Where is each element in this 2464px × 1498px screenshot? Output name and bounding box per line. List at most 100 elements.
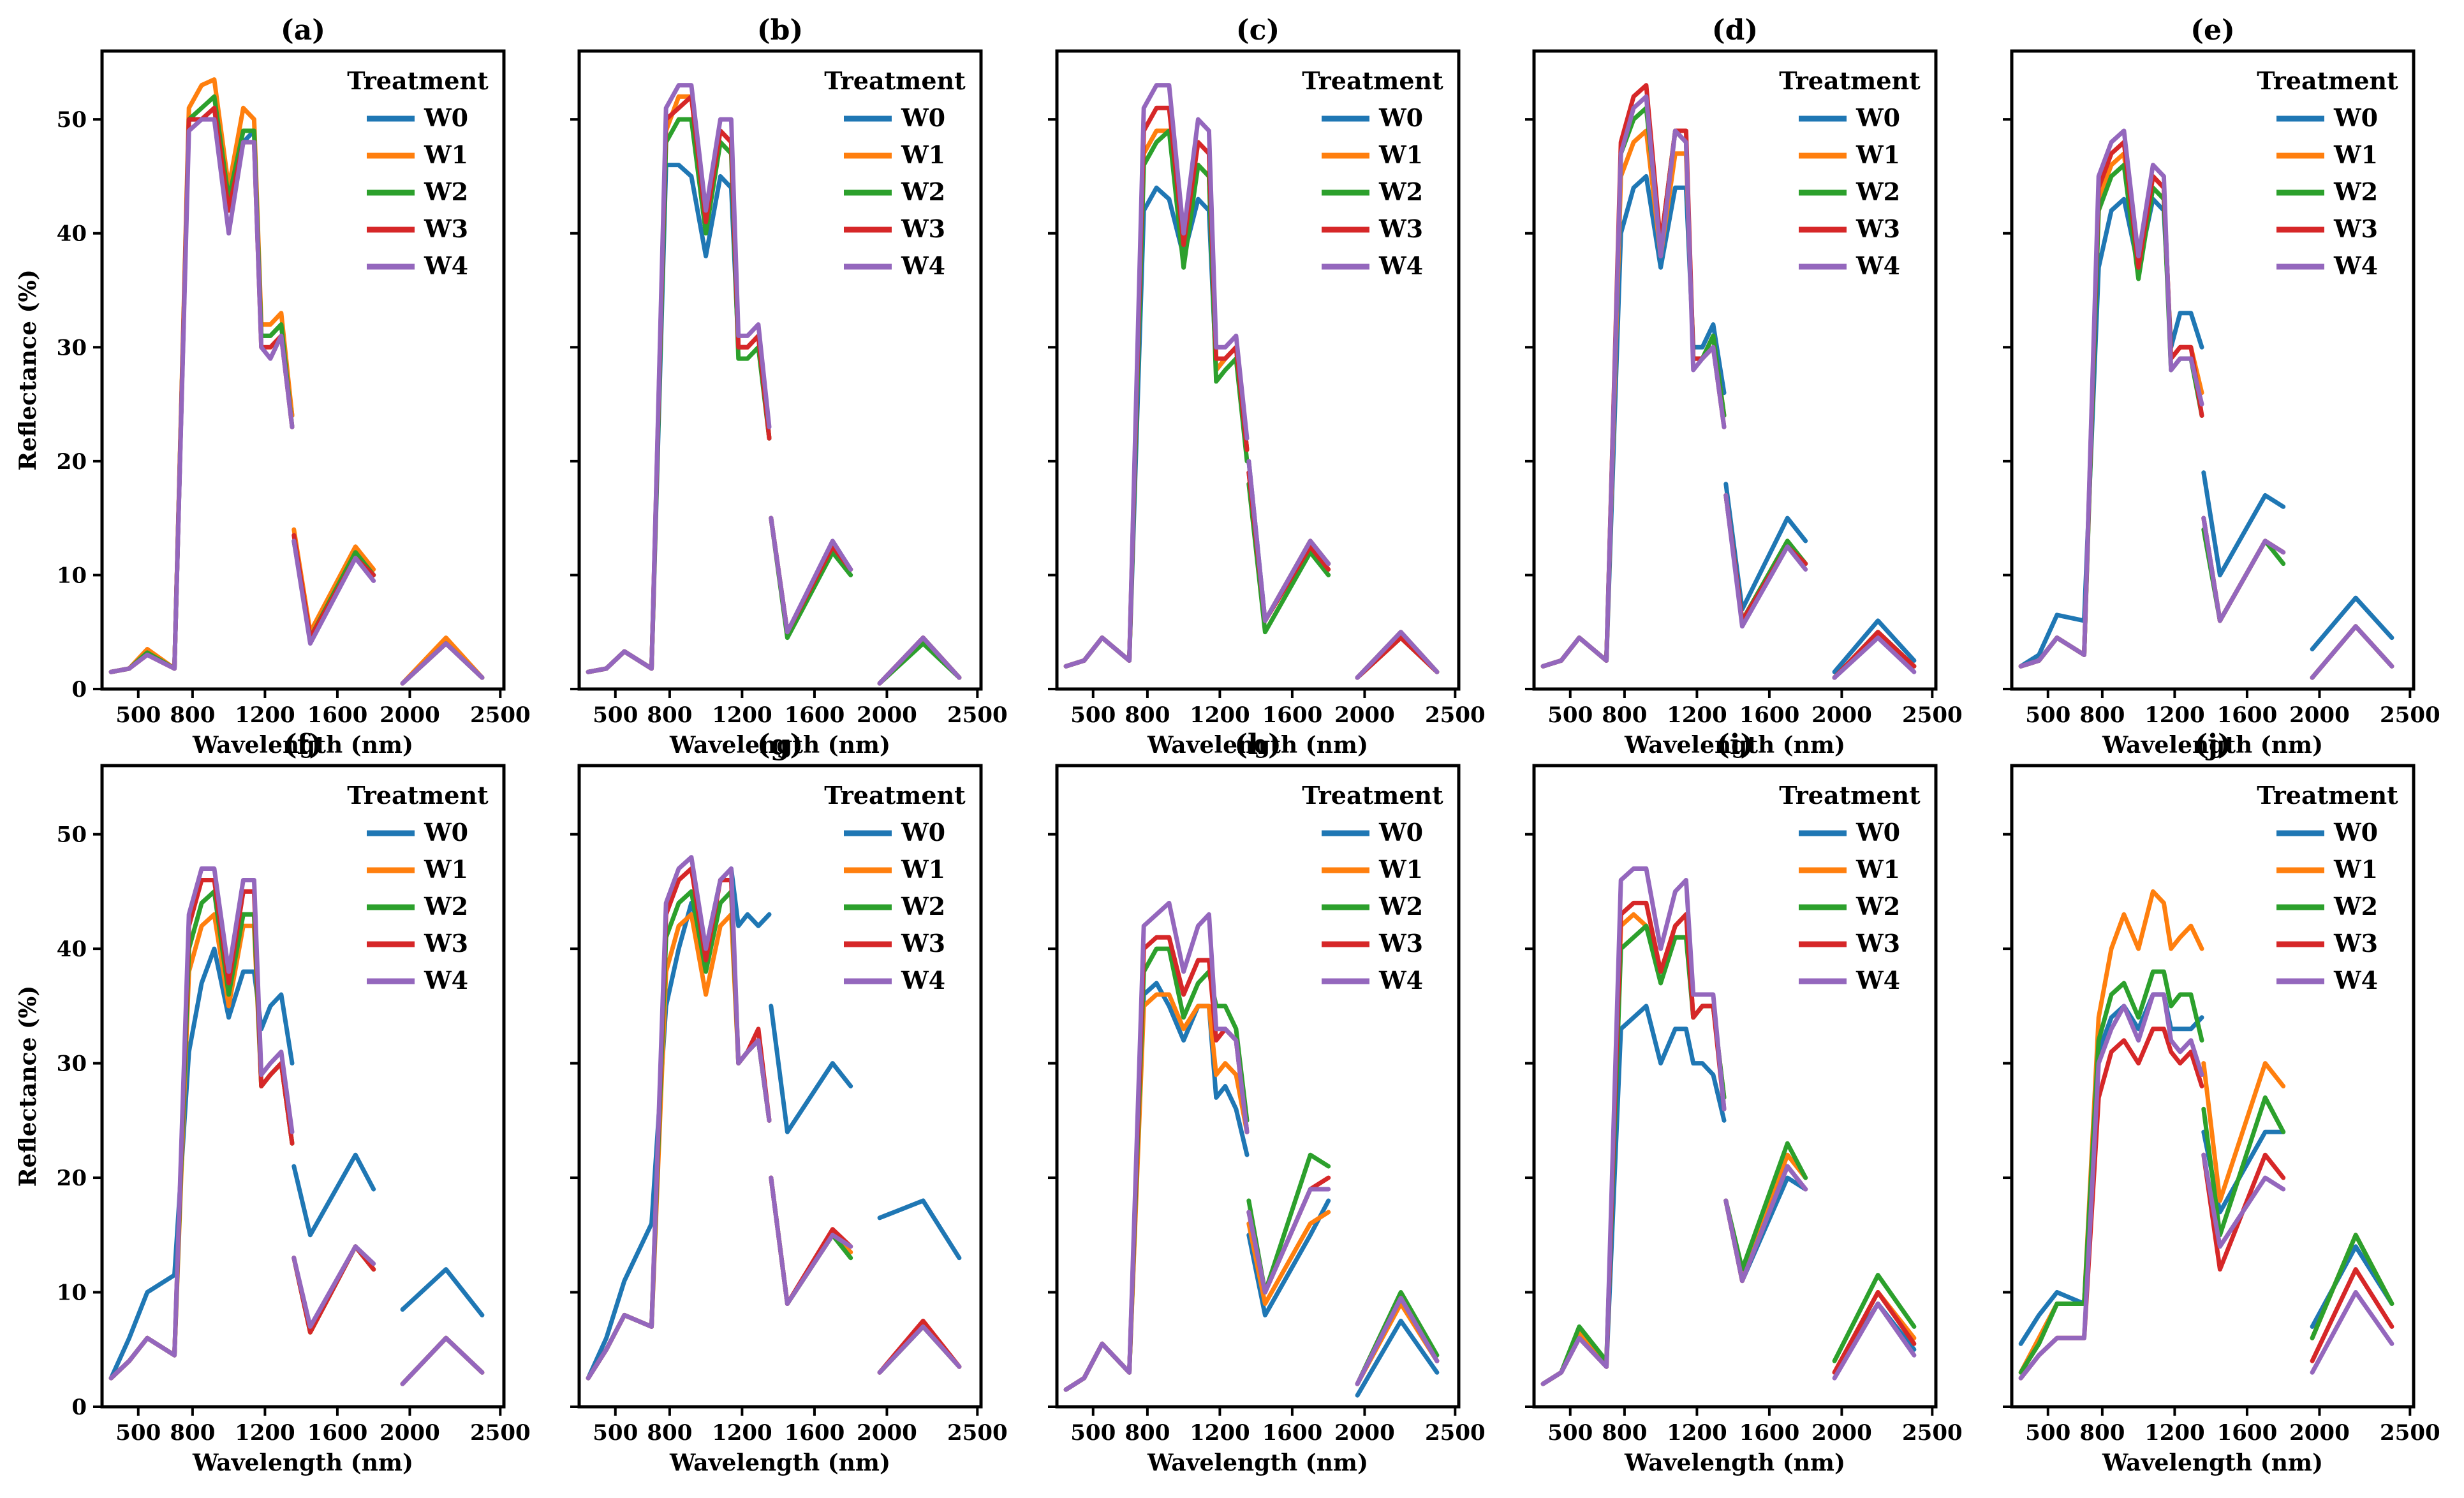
legend-label: W0: [901, 103, 945, 132]
series-line-w3: [586, 94, 772, 674]
x-tick-label: 500: [1070, 1420, 1116, 1446]
series-line-w1: [1540, 128, 1727, 669]
legend: Treatment W0 W1 W2 W3 W4: [824, 781, 966, 995]
y-axis-label: Reflectance (%): [15, 986, 41, 1187]
panel-i: (i) 500 800 1200 1600 2000 2500 Wavelength (nm)…: [1525, 729, 1963, 1476]
legend-label: W2: [1855, 892, 1900, 921]
series-line-w4: [1246, 1187, 1331, 1294]
x-axis-label: Wavelength (nm): [669, 1450, 890, 1476]
x-tick-label: 500: [1547, 1420, 1593, 1446]
legend-label: W1: [1855, 140, 1900, 169]
panel-title: (d): [1712, 14, 1758, 47]
series-line-w4: [2310, 624, 2394, 680]
series-line-w0: [1063, 185, 1250, 669]
x-tick-label: 1600: [2217, 702, 2278, 728]
legend-label: W4: [1378, 251, 1423, 280]
legend-label: W4: [424, 966, 468, 995]
legend: Treatment W0 W1 W2 W3 W4: [1302, 781, 1443, 995]
x-tick-label: 2000: [857, 702, 917, 728]
legend-label: W1: [1378, 855, 1423, 884]
legend-label: W0: [2333, 818, 2378, 847]
series-line-w4: [1540, 94, 1727, 669]
x-tick-label: 800: [1602, 702, 1647, 728]
legend-label: W3: [1378, 929, 1423, 958]
x-tick-label: 500: [2025, 1420, 2070, 1446]
series-line-w2: [586, 117, 772, 674]
series-line-w4: [2310, 1290, 2394, 1375]
x-axis-label: Wavelength (nm): [669, 732, 890, 759]
series-line-w4: [108, 117, 295, 674]
panel-c: (c) 500 800 1200 1600 2000 2500 Wavelength (nm)…: [1048, 14, 1486, 759]
x-tick-label: 1200: [1190, 1420, 1250, 1446]
series-line-w1: [586, 94, 772, 674]
legend-label: W3: [424, 929, 468, 958]
x-tick-label: 800: [2079, 1420, 2125, 1446]
x-tick-label: 500: [593, 702, 638, 728]
x-tick-label: 500: [115, 702, 161, 728]
x-tick-label: 800: [170, 1420, 215, 1446]
legend-label: W0: [424, 103, 468, 132]
series-line-w4: [1540, 866, 1727, 1386]
legend-label: W0: [901, 818, 945, 847]
x-tick-label: 1600: [785, 702, 845, 728]
x-axis-label: Wavelength (nm): [1147, 732, 1368, 759]
series-line-w0: [1355, 1318, 1440, 1398]
legend-label: W1: [424, 855, 468, 884]
x-tick-label: 2000: [857, 1420, 917, 1446]
legend-label: W0: [1855, 818, 1900, 847]
legend-label: W4: [901, 251, 945, 280]
panel-title: (i): [1716, 729, 1753, 761]
x-tick-label: 500: [115, 1420, 161, 1446]
axes-frame: [1055, 764, 1461, 1409]
legend-label: W0: [1378, 103, 1423, 132]
legend-label: W4: [1855, 251, 1900, 280]
series-line-w0: [1832, 618, 1917, 674]
legend: Treatment W0 W1 W2 W3 W4: [1302, 66, 1443, 280]
x-tick-label: 800: [1602, 1420, 1647, 1446]
legend-label: W4: [1378, 966, 1423, 995]
series-line-w4: [877, 635, 962, 686]
x-tick-label: 1200: [235, 702, 295, 728]
series-line-w0: [1540, 174, 1727, 669]
y-tick-label: 20: [57, 1166, 87, 1191]
series-line-w4: [1832, 635, 1917, 680]
x-tick-label: 2500: [1902, 1420, 1963, 1446]
legend-label: W4: [2333, 251, 2378, 280]
series-line-w0: [769, 1004, 853, 1134]
series-line-w2: [769, 515, 853, 641]
legend: Treatment W0 W1 W2 W3 W4: [347, 66, 489, 280]
axes-frame: [2010, 49, 2416, 691]
series-line-w4: [769, 515, 853, 635]
x-tick-label: 500: [593, 1420, 638, 1446]
x-tick-label: 2500: [470, 1420, 531, 1446]
series-line-w3: [1540, 900, 1727, 1386]
series-line-w1: [1540, 912, 1727, 1386]
legend-label: W2: [424, 177, 468, 206]
x-tick-label: 1600: [307, 1420, 368, 1446]
x-tick-label: 2500: [2380, 702, 2440, 728]
x-axis-label: Wavelength (nm): [1624, 732, 1845, 759]
legend-label: W2: [901, 177, 945, 206]
series-line-w4: [291, 538, 376, 646]
series-line-w0: [877, 1198, 962, 1261]
legend-label: W0: [1378, 818, 1423, 847]
y-axis-label: Reflectance (%): [15, 269, 41, 471]
axes-frame: [100, 764, 506, 1409]
series-line-w0: [1540, 1004, 1727, 1386]
series-line-w2: [108, 94, 295, 674]
series-line-w0: [586, 163, 772, 674]
y-tick-label: 50: [57, 822, 87, 848]
series-line-w4: [769, 1175, 853, 1306]
legend-label: W2: [2333, 177, 2378, 206]
series-line-w4: [1246, 459, 1331, 623]
x-tick-label: 800: [1125, 1420, 1170, 1446]
x-tick-label: 800: [1125, 702, 1170, 728]
legend-label: W2: [1378, 892, 1423, 921]
x-tick-label: 2500: [470, 702, 531, 728]
y-tick-label: 0: [71, 677, 87, 702]
panel-title: (c): [1236, 14, 1280, 47]
axes-frame: [2010, 764, 2416, 1409]
x-tick-label: 800: [2079, 702, 2125, 728]
legend: Treatment W0 W1 W2 W3 W4: [347, 781, 489, 995]
x-tick-label: 2000: [1334, 702, 1395, 728]
